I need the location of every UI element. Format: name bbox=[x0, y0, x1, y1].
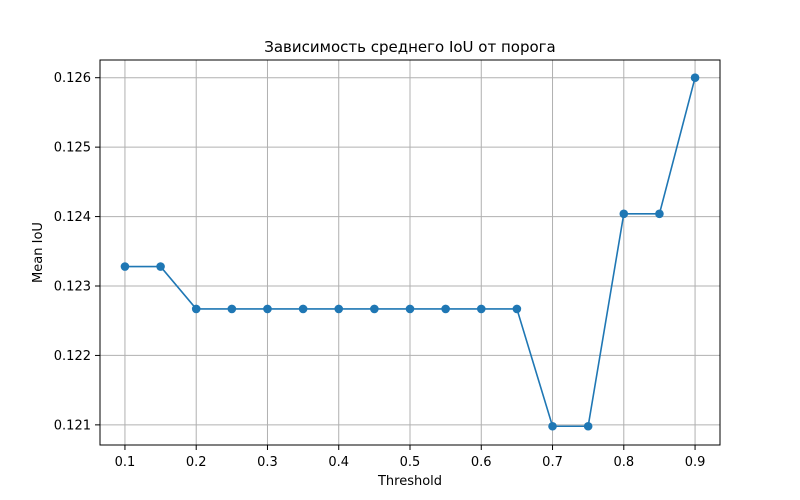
data-point bbox=[298, 304, 308, 314]
x-tick-label: 0.5 bbox=[400, 455, 421, 470]
y-tick-label: 0.126 bbox=[54, 71, 91, 86]
data-point bbox=[441, 304, 450, 314]
x-tick-label: 0.1 bbox=[115, 455, 136, 470]
x-tick-label: 0.7 bbox=[542, 455, 563, 470]
data-point bbox=[334, 304, 344, 314]
x-tick-label: 0.8 bbox=[613, 455, 634, 470]
grid bbox=[100, 60, 720, 445]
data-point bbox=[156, 262, 165, 271]
y-tick-label: 0.121 bbox=[54, 418, 91, 433]
x-axis-label: Threshold bbox=[377, 474, 442, 489]
data-point bbox=[120, 262, 130, 271]
y-tick-label: 0.122 bbox=[54, 349, 91, 364]
data-point bbox=[191, 304, 201, 314]
data-point bbox=[690, 73, 700, 83]
y-tick-label: 0.124 bbox=[54, 210, 91, 225]
y-tick-label: 0.125 bbox=[54, 141, 91, 156]
x-tick-label: 0.2 bbox=[186, 455, 207, 470]
y-tick-label: 0.123 bbox=[54, 280, 91, 295]
data-point bbox=[583, 421, 593, 431]
chart-title: Зависимость среднего IoU от порога bbox=[264, 38, 556, 56]
data-point bbox=[263, 304, 272, 314]
y-axis-label: Mean IoU bbox=[31, 222, 46, 283]
data-point bbox=[619, 209, 629, 219]
x-tick-label: 0.9 bbox=[685, 455, 706, 470]
data-point bbox=[405, 304, 415, 314]
x-tick-label: 0.4 bbox=[328, 455, 349, 470]
data-point bbox=[370, 304, 379, 314]
data-point bbox=[548, 421, 557, 431]
data-point bbox=[476, 304, 486, 314]
ticks: 0.1 0.2 0.3 0.4 0.5 0.6 0.7 0.8 0.9 0.121 0.122 0.1… bbox=[54, 71, 706, 470]
data-point bbox=[655, 209, 664, 219]
data-point bbox=[512, 304, 522, 314]
series-layer bbox=[120, 73, 700, 431]
x-tick-label: 0.3 bbox=[257, 455, 278, 470]
x-tick-label: 0.6 bbox=[471, 455, 492, 470]
data-point bbox=[227, 304, 237, 314]
